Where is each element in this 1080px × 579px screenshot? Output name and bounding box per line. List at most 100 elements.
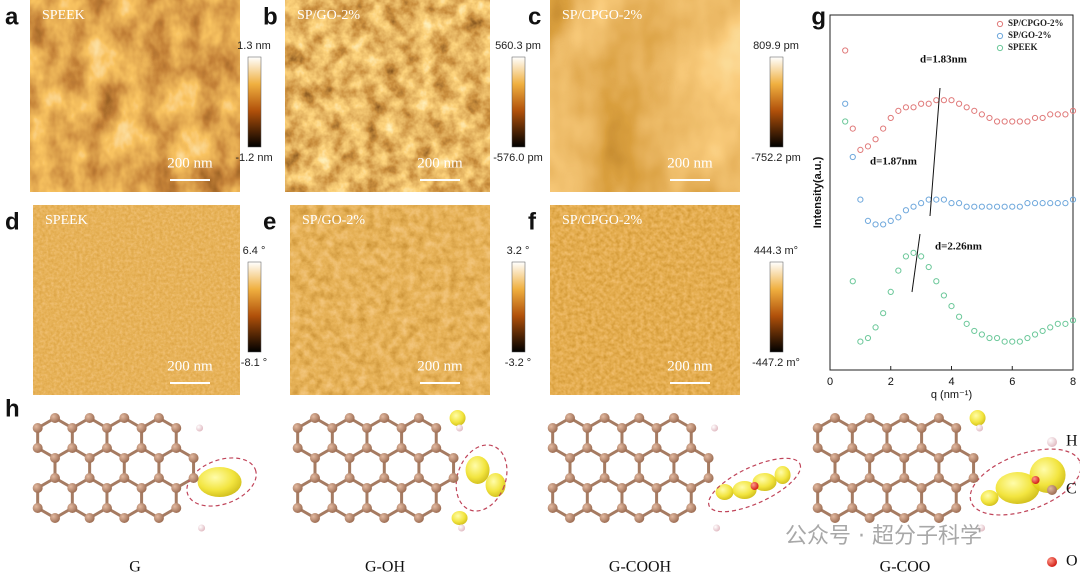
atom-c — [916, 483, 927, 493]
atom-c — [565, 473, 575, 483]
afm-image — [550, 205, 740, 395]
atom-c — [50, 453, 60, 463]
data-point — [1001, 203, 1008, 210]
atom-c — [396, 503, 407, 513]
isosurface — [995, 472, 1040, 504]
atom-c — [686, 443, 697, 453]
atom-o — [1031, 476, 1040, 484]
data-point — [971, 203, 978, 210]
atom-c — [634, 513, 645, 523]
atom-c — [327, 483, 338, 493]
isosurface — [465, 456, 490, 484]
data-point — [1047, 111, 1054, 118]
atom-c — [67, 503, 78, 513]
scale-text: 200 nm — [417, 358, 463, 374]
legend-atom — [1047, 485, 1057, 495]
atom-c — [379, 473, 390, 483]
atom-c — [188, 453, 199, 463]
data-point — [925, 263, 932, 271]
colorbar — [769, 261, 784, 353]
data-point — [864, 217, 872, 224]
atom-c — [431, 443, 442, 453]
data-point — [872, 136, 879, 143]
atom-c — [812, 483, 823, 493]
colorbar-max: 809.9 pm — [753, 40, 799, 52]
atom-c — [881, 443, 892, 453]
atom-c — [327, 503, 338, 513]
atom-c — [413, 513, 424, 523]
colorbar-max: 444.3 m° — [754, 245, 798, 257]
colorbar — [511, 261, 526, 353]
atom-c — [67, 443, 78, 453]
atom-c — [847, 483, 858, 493]
data-point — [880, 221, 887, 228]
data-point — [887, 114, 894, 122]
atom-c — [119, 453, 130, 463]
colorbar-min: -447.2 m° — [752, 357, 800, 369]
atom-c — [616, 503, 627, 513]
data-point — [963, 203, 970, 210]
legend-marker — [996, 32, 1004, 40]
atom-c — [413, 453, 424, 463]
atom-c — [67, 423, 78, 433]
data-point — [1016, 338, 1023, 345]
atom-c — [379, 513, 390, 523]
atom-c — [153, 413, 164, 423]
data-point — [895, 107, 902, 114]
data-point — [963, 320, 970, 327]
data-point — [864, 334, 872, 342]
colorbar-max: 560.3 pm — [495, 40, 541, 52]
isosurface — [752, 473, 777, 491]
atom-c — [616, 483, 627, 493]
atom-c — [703, 473, 714, 483]
atom-c — [547, 503, 558, 513]
colorbar — [247, 261, 262, 353]
atom-c — [668, 473, 679, 483]
atom-c — [864, 513, 875, 523]
data-point — [1009, 203, 1016, 210]
atom-c — [812, 443, 823, 453]
atom-c — [634, 453, 645, 463]
colorbar-min: -1.2 nm — [235, 152, 272, 164]
afm-image — [33, 205, 240, 395]
atom-h — [711, 424, 719, 432]
data-point — [1069, 317, 1077, 324]
panel-letter: f — [528, 208, 537, 235]
data-point — [857, 338, 864, 345]
data-point — [1054, 320, 1061, 327]
isosurface — [774, 466, 791, 484]
atom-c — [396, 483, 407, 493]
panel-letter: b — [263, 3, 278, 30]
data-point — [1031, 114, 1039, 122]
atom-c — [951, 483, 962, 493]
atom-c — [599, 413, 610, 423]
data-point — [993, 203, 1001, 210]
x-tick-label: 8 — [1070, 376, 1076, 388]
atom-h — [456, 424, 464, 432]
scale-text: 200 nm — [167, 155, 213, 171]
colorbar-max: 6.4 ° — [243, 245, 266, 257]
data-point — [978, 331, 985, 338]
atom-c — [396, 423, 407, 433]
legend-label: SPEEK — [1008, 42, 1038, 52]
highlight-ring — [186, 457, 257, 507]
data-point — [1001, 338, 1008, 345]
atom-c — [101, 483, 112, 493]
atom-c — [136, 423, 147, 433]
data-point — [986, 203, 993, 210]
data-point — [887, 217, 894, 224]
data-point — [1024, 118, 1031, 125]
data-point — [1062, 111, 1069, 118]
atom-h — [713, 524, 721, 532]
atom-c — [448, 453, 459, 463]
atom-o — [750, 482, 759, 490]
atom-c — [651, 483, 662, 493]
atom-c — [933, 413, 944, 423]
atom-c — [32, 423, 43, 433]
afm-image — [290, 205, 490, 395]
data-point — [910, 203, 917, 210]
data-point — [1069, 196, 1077, 203]
atom-c — [881, 423, 892, 433]
atom-c — [634, 413, 645, 423]
panel-letter: g — [811, 3, 826, 30]
